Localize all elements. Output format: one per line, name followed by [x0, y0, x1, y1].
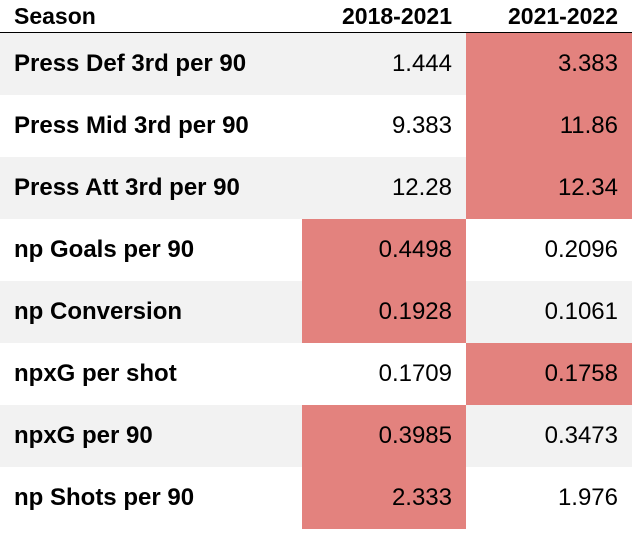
row-label: Press Mid 3rd per 90 — [14, 112, 249, 139]
header-row: Season 2018-2021 2021-2022 — [0, 0, 632, 33]
stats-comparison-table: Season 2018-2021 2021-2022 Press Def 3rd… — [0, 0, 632, 529]
table-row: npxG per shot 0.1709 0.1758 — [0, 343, 632, 405]
value-2021-2022: 0.3473 — [466, 405, 632, 467]
value-2018-2021: 0.1709 — [378, 360, 452, 387]
row-label: Press Def 3rd per 90 — [0, 32, 302, 95]
row-label: np Goals per 90 — [14, 236, 195, 263]
value-2021-2022: 0.1758 — [466, 343, 632, 405]
table-row: Press Mid 3rd per 90 9.383 11.86 — [0, 95, 632, 157]
table-row: np Conversion 0.1928 0.1061 — [0, 281, 632, 343]
row-label: npxG per 90 — [0, 405, 302, 467]
row-label: np Shots per 90 — [14, 484, 195, 511]
value-2021-2022: 12.34 — [466, 157, 632, 219]
value-2021-2022: 11.86 — [466, 95, 632, 157]
value-2018-2021: 12.28 — [302, 157, 466, 219]
value-2018-2021: 0.3985 — [302, 405, 466, 467]
season-2018-2021-column-header: 2018-2021 — [302, 0, 466, 33]
season-column-header: Season — [0, 0, 302, 33]
table-body: Press Def 3rd per 90 1.444 3.383 Press M… — [0, 32, 632, 529]
table-row: npxG per 90 0.3985 0.3473 — [0, 405, 632, 467]
row-label: np Conversion — [0, 281, 302, 343]
value-2021-2022: 1.976 — [557, 484, 618, 511]
table-row: Press Def 3rd per 90 1.444 3.383 — [0, 32, 632, 95]
row-label: npxG per shot — [14, 360, 177, 387]
table-row: Press Att 3rd per 90 12.28 12.34 — [0, 157, 632, 219]
value-2018-2021: 0.1928 — [302, 281, 466, 343]
value-2018-2021: 0.4498 — [302, 219, 466, 281]
table-header: Season 2018-2021 2021-2022 — [0, 0, 632, 33]
table-row: np Shots per 90 2.333 1.976 — [0, 467, 632, 529]
value-2018-2021: 2.333 — [302, 467, 466, 529]
value-2021-2022: 0.2096 — [544, 236, 618, 263]
value-2018-2021: 9.383 — [391, 112, 452, 139]
row-label: Press Att 3rd per 90 — [0, 157, 302, 219]
value-2018-2021: 1.444 — [302, 32, 466, 95]
table-row: np Goals per 90 0.4498 0.2096 — [0, 219, 632, 281]
value-2021-2022: 0.1061 — [466, 281, 632, 343]
season-2021-2022-column-header: 2021-2022 — [466, 0, 632, 33]
value-2021-2022: 3.383 — [466, 32, 632, 95]
